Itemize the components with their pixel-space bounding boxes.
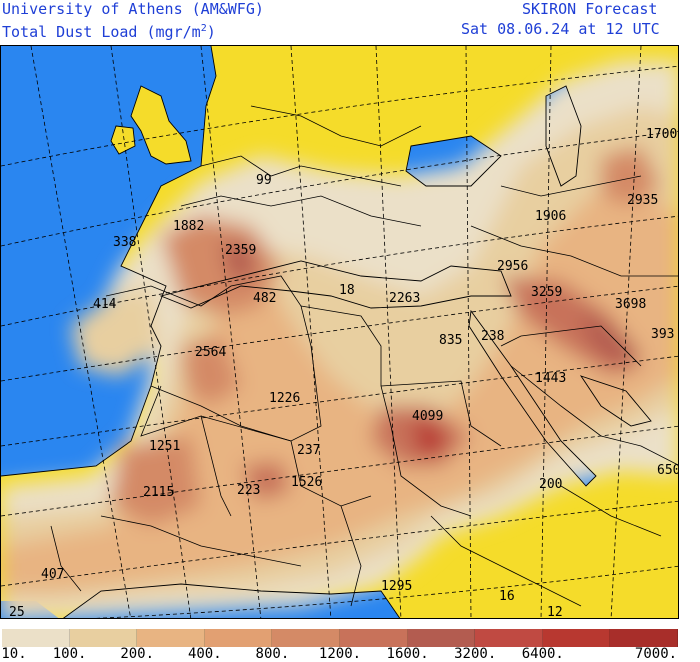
product-prefix: Total Dust Load (mgr/m: [2, 23, 201, 41]
value-label: 414: [93, 297, 117, 312]
great-britain: [131, 86, 191, 164]
value-label: 237: [297, 443, 320, 458]
value-label: 338: [113, 235, 136, 250]
legend-label: 1600.: [386, 646, 429, 662]
legend-label: 6400.: [521, 646, 564, 662]
value-label: 393: [651, 327, 674, 342]
scandinavia: [216, 46, 261, 86]
legend-label: 800.: [255, 646, 290, 662]
legend-swatch: [204, 629, 273, 647]
value-label: 25: [9, 605, 25, 619]
value-label: 650: [657, 463, 679, 478]
value-label: 12: [547, 605, 563, 619]
product-suffix: ): [206, 23, 216, 41]
value-label: 238: [481, 329, 504, 344]
value-labels: 1700 99 1882 2935 1906 338 2359 2956 414…: [9, 127, 679, 619]
legend-swatch: [137, 629, 205, 647]
value-label: 3259: [531, 285, 562, 300]
value-label: 18: [339, 283, 355, 298]
value-label: 2956: [497, 259, 528, 274]
legend-swatch: [407, 629, 476, 647]
legend-label: 10.: [1, 646, 27, 662]
value-label: 99: [256, 173, 272, 188]
color-scale-legend: [2, 629, 678, 647]
value-label: 200: [539, 477, 562, 492]
value-label: 2564: [195, 345, 226, 360]
value-label: 3698: [615, 297, 646, 312]
legend-swatch: [542, 629, 611, 647]
institution-label: University of Athens (AM&WFG): [2, 0, 264, 18]
map-canvas: 1700 99 1882 2935 1906 338 2359 2956 414…: [1, 46, 679, 619]
legend-swatch: [339, 629, 408, 647]
value-label: 1295: [381, 579, 412, 594]
value-label: 835: [439, 333, 462, 348]
value-label: 1700: [646, 127, 677, 142]
legend-label: 400.: [187, 646, 222, 662]
value-label: 482: [253, 291, 276, 306]
value-label: 2359: [225, 243, 256, 258]
value-label: 2935: [627, 193, 658, 208]
value-label: 16: [499, 589, 515, 604]
value-label: 2115: [143, 485, 174, 500]
product-label: Total Dust Load (mgr/m2): [2, 20, 216, 41]
value-label: 1226: [269, 391, 300, 406]
value-label: 1906: [535, 209, 566, 224]
coastlines: [1, 46, 652, 618]
value-label: 4099: [412, 409, 443, 424]
legend-label: 7000.: [634, 646, 678, 662]
value-label: 1882: [173, 219, 204, 234]
ireland: [111, 126, 135, 154]
graticule: [1, 46, 678, 618]
value-label: 1443: [535, 371, 566, 386]
legend-label: 200.: [120, 646, 155, 662]
value-label: 2263: [389, 291, 420, 306]
product-superscript: 2: [200, 23, 207, 34]
legend-swatch: [610, 629, 678, 647]
legend-swatch: [475, 629, 543, 647]
legend-swatch: [272, 629, 340, 647]
dust-load-map: 1700 99 1882 2935 1906 338 2359 2956 414…: [0, 45, 679, 619]
legend-label: 1200.: [318, 646, 362, 662]
country-borders: [50, 105, 678, 607]
legend-label: 100.: [52, 646, 87, 662]
dust-plume: [1, 61, 678, 618]
valid-time-label: Sat 08.06.24 at 12 UTC: [461, 20, 660, 38]
model-label: SKIRON Forecast: [522, 0, 658, 18]
value-label: 223: [237, 483, 260, 498]
legend-label: 3200.: [454, 646, 497, 662]
value-label: 1251: [149, 439, 180, 454]
value-label: 1526: [291, 475, 322, 490]
legend-swatch: [69, 629, 138, 647]
legend-swatch: [2, 629, 70, 647]
value-label: 407: [41, 567, 64, 582]
